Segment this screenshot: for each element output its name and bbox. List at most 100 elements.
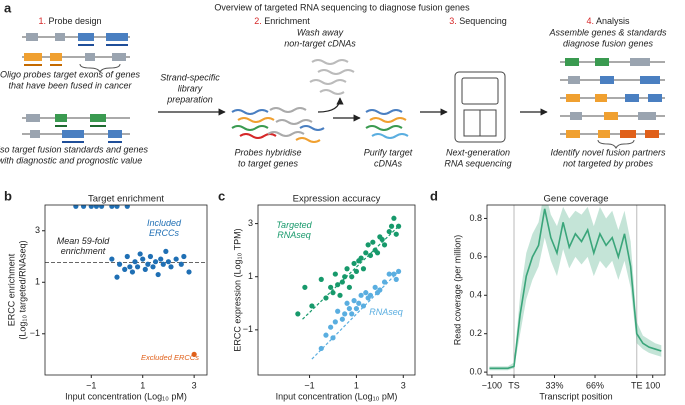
point xyxy=(150,264,156,270)
caption: Next-generation xyxy=(446,147,510,157)
step-number: 3. xyxy=(449,16,457,26)
point xyxy=(386,271,392,277)
series-label-text: RNAseq xyxy=(369,307,403,317)
x-tick-label: TS xyxy=(508,380,520,390)
point xyxy=(160,261,166,267)
caption: cDNAs xyxy=(374,158,403,168)
point xyxy=(360,266,367,272)
point xyxy=(318,345,324,352)
caption: non-target cDNAs xyxy=(284,38,356,48)
point xyxy=(158,256,164,262)
plot-area xyxy=(295,215,402,360)
point xyxy=(124,205,130,209)
point xyxy=(93,205,100,209)
arrow xyxy=(317,97,344,113)
point xyxy=(109,256,115,262)
point xyxy=(377,287,383,293)
series-label-text: Excluded ERCCs xyxy=(141,353,199,362)
annotation: Mean 59-fold enrichment xyxy=(57,236,110,256)
caption: with diagnostic and prognostic value xyxy=(0,155,142,165)
point xyxy=(116,261,123,267)
point xyxy=(367,292,374,298)
x-tick-label: 100 xyxy=(645,380,660,390)
point xyxy=(142,266,148,272)
caption: to target genes xyxy=(238,158,299,168)
point xyxy=(132,259,138,265)
caption: RNA sequencing xyxy=(444,158,511,168)
point xyxy=(379,236,385,243)
caption: diagnose fusion genes xyxy=(563,38,654,48)
step-number: 1. xyxy=(38,16,46,26)
point xyxy=(129,269,136,275)
point xyxy=(178,261,184,267)
y-tick-label: 1 xyxy=(248,271,253,281)
plot-frame xyxy=(44,204,208,376)
step-number: 4. xyxy=(586,16,594,26)
y-tick-label: −1 xyxy=(30,328,40,338)
x-tick-label: TE xyxy=(631,380,643,390)
point xyxy=(360,303,367,309)
panel-label: a xyxy=(4,0,12,15)
point xyxy=(165,259,172,265)
point xyxy=(323,332,329,338)
line xyxy=(489,208,662,370)
point xyxy=(173,256,179,262)
point xyxy=(344,266,350,272)
y-axis-label: ERCC enrichment xyxy=(6,253,16,326)
point xyxy=(328,284,334,290)
point xyxy=(367,252,374,259)
y-axis-label: ERCC expression (Log₁₀ TPM) xyxy=(232,228,242,351)
sequencer xyxy=(454,71,506,143)
point xyxy=(363,250,369,256)
y-tick-label: 0.0 xyxy=(469,366,482,376)
point xyxy=(365,242,371,248)
point xyxy=(114,205,120,209)
y-tick-label: 0.8 xyxy=(469,213,482,223)
plot-frame xyxy=(257,204,416,376)
point xyxy=(332,319,338,325)
figure-title: Overview of targeted RNA sequencing to d… xyxy=(214,2,470,12)
point xyxy=(137,251,143,257)
series-label-text: Included ERCCs xyxy=(146,218,182,238)
point xyxy=(346,305,352,312)
point xyxy=(124,253,130,260)
point xyxy=(372,284,378,290)
point xyxy=(309,303,315,309)
step-number: 2. xyxy=(254,16,262,26)
series-label: Targeted RNAseq xyxy=(276,220,312,240)
series-label: Excluded ERCCs xyxy=(141,353,199,362)
step-heading: 4. Analysis xyxy=(586,16,630,26)
point xyxy=(381,242,388,248)
caption: not targeted by probes xyxy=(563,158,654,168)
y-tick-label: 0.6 xyxy=(469,251,482,261)
point xyxy=(168,264,174,270)
x-tick-label: 3 xyxy=(192,380,197,390)
point xyxy=(388,223,395,229)
step-name: Sequencing xyxy=(459,16,507,26)
x-axis-label: Input concentration (Log₁₀ pM) xyxy=(276,391,398,401)
panel-label: d xyxy=(430,188,438,203)
point xyxy=(339,316,345,322)
point xyxy=(152,259,159,265)
point xyxy=(335,308,341,314)
chart-title: Expression accuracy xyxy=(293,194,381,205)
series-label-text: Targeted RNAseq xyxy=(276,220,312,240)
step-name: Probe design xyxy=(48,16,101,26)
plot-area xyxy=(489,205,662,375)
y-axis-label: (Log₁₀ targeted/RNAseq) xyxy=(17,240,27,339)
point xyxy=(358,255,364,261)
point xyxy=(351,260,357,267)
analysis-genes xyxy=(560,58,665,150)
x-tick-label: −1 xyxy=(304,380,314,390)
point xyxy=(370,239,376,245)
point xyxy=(351,298,357,304)
point xyxy=(127,264,133,270)
point xyxy=(349,274,355,280)
point xyxy=(122,266,128,272)
y-tick-label: 0.4 xyxy=(469,290,482,300)
chart-title: Gene coverage xyxy=(544,194,609,205)
plot-frame xyxy=(486,204,666,376)
caption: Identify novel fusion partners xyxy=(550,147,666,157)
caption: Probes hybridise xyxy=(234,147,301,157)
